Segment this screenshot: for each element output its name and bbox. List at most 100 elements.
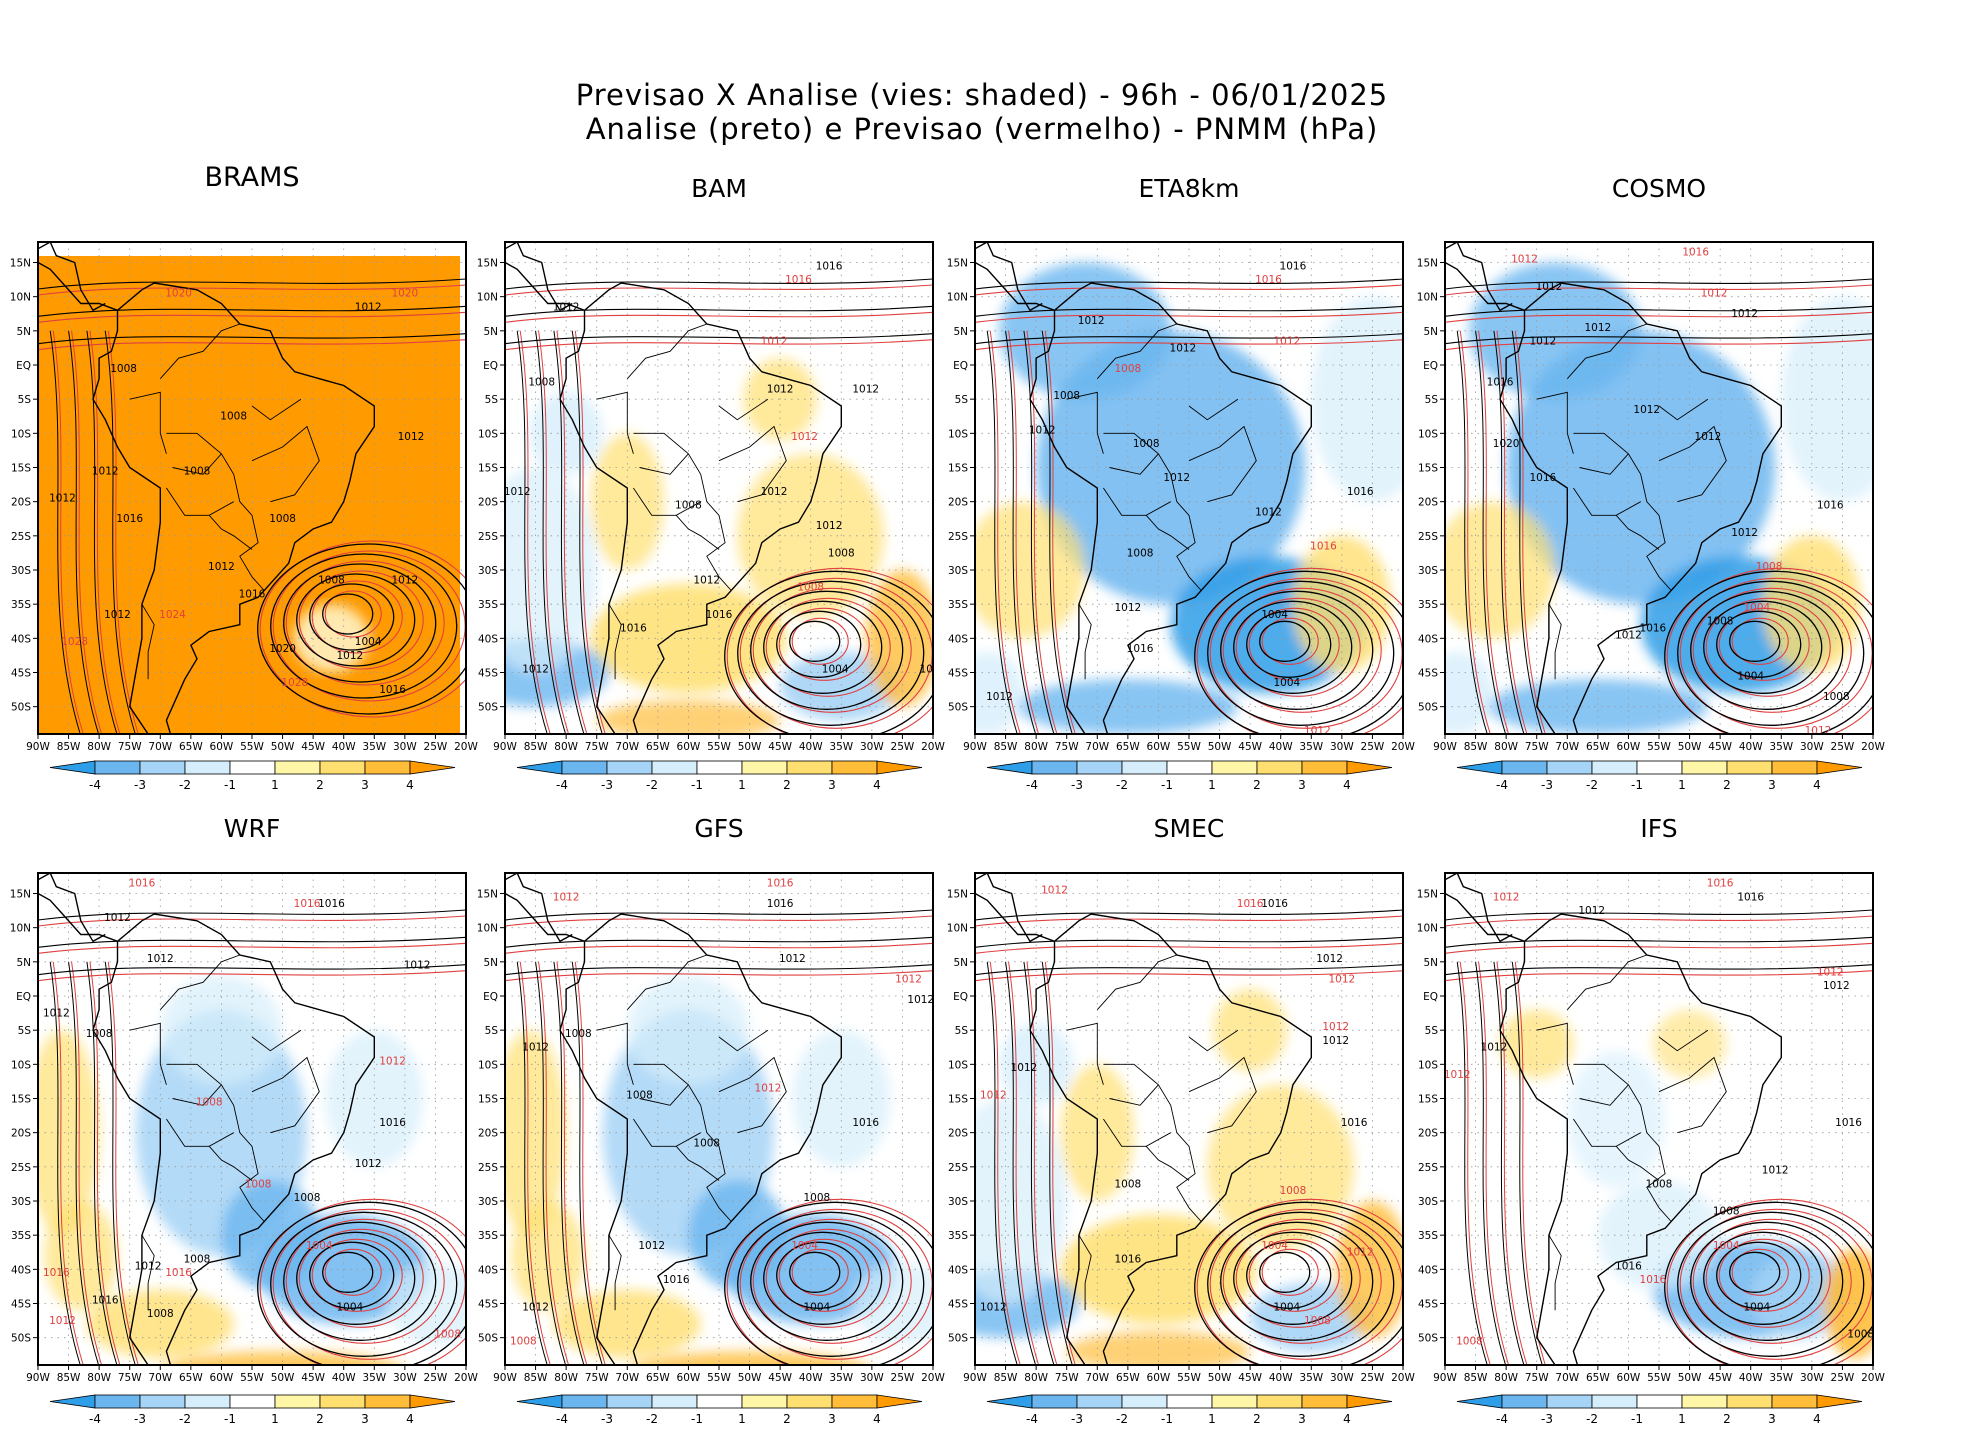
- contour-label: 1012: [522, 664, 549, 676]
- colorbar-segment: [1501, 760, 1547, 775]
- y-tick-label: 50S: [11, 702, 31, 714]
- forecast-isobar: [1718, 1238, 1810, 1312]
- colorbar-segment: [831, 1394, 877, 1409]
- country-border: [1109, 453, 1159, 475]
- analysis-isobar: [535, 330, 567, 734]
- contour-label: 1016: [767, 898, 794, 910]
- x-tick-label: 60W: [1147, 1372, 1171, 1384]
- colorbar-segment: [561, 1394, 607, 1409]
- forecast-isobar: [38, 970, 466, 982]
- y-tick-label: 30S: [11, 1196, 31, 1208]
- forecast-isobar: [765, 1228, 891, 1328]
- x-tick-label: 45W: [768, 1372, 792, 1384]
- analysis-isobar: [737, 580, 925, 726]
- contour-label: 1012: [907, 994, 934, 1006]
- y-tick-label: 15N: [477, 258, 498, 270]
- contour-label: 1012: [522, 1042, 549, 1054]
- country-border: [141, 1234, 155, 1311]
- y-tick-label: 45S: [11, 1299, 31, 1311]
- y-tick-label: 20S: [11, 497, 31, 509]
- forecast-isobar: [505, 311, 933, 323]
- y-tick-label: 40S: [478, 633, 498, 645]
- forecast-isobar: [752, 1218, 912, 1344]
- colorbar-label: -2: [646, 1412, 658, 1426]
- analysis-isobar: [1445, 909, 1873, 921]
- analysis-isobar: [505, 278, 933, 290]
- y-tick-label: 25S: [1418, 531, 1438, 543]
- x-tick-label: 35W: [1299, 1372, 1323, 1384]
- y-tick-label: 25S: [1418, 1162, 1438, 1174]
- colorbar-segment: [1301, 1394, 1347, 1409]
- x-tick-label: 30W: [860, 741, 884, 753]
- contour-label: 1012: [1615, 629, 1642, 641]
- forecast-isobar: [71, 330, 103, 734]
- forecast-isobar: [1026, 961, 1058, 1365]
- contour-label: 1012: [1041, 885, 1068, 897]
- forecast-isobar: [1666, 1198, 1873, 1365]
- contour-label: 1024: [159, 609, 186, 621]
- y-tick-label: 35S: [478, 1230, 498, 1242]
- x-tick-label: 45W: [1708, 741, 1732, 753]
- panel-title: IFS: [1640, 814, 1678, 843]
- x-tick-label: 90W: [963, 1372, 987, 1384]
- y-tick-label: EQ: [483, 360, 498, 372]
- analysis-isobar: [1005, 961, 1037, 1365]
- forecast-isobar: [505, 284, 933, 296]
- analysis-isobar: [1475, 961, 1507, 1365]
- analysis-isobar: [975, 909, 1403, 921]
- forecast-isobar: [71, 961, 103, 1365]
- x-tick-label: 20W: [454, 741, 478, 753]
- analysis-isobar: [309, 583, 395, 651]
- colorbar-segment: [1211, 760, 1257, 775]
- analysis-isobar: [776, 1241, 862, 1309]
- colorbar-segment: [409, 1394, 455, 1409]
- y-tick-label: 15S: [11, 1094, 31, 1106]
- country-border: [1573, 1118, 1641, 1147]
- x-tick-label: 25W: [424, 1372, 448, 1384]
- contour-label: 1008: [86, 1028, 113, 1040]
- analysis-isobar: [1703, 600, 1823, 694]
- x-tick-label: 45W: [301, 1372, 325, 1384]
- contour-label: 1008: [245, 1178, 272, 1190]
- bias-blob: [1781, 296, 1873, 502]
- analysis-isobar: [789, 1251, 841, 1293]
- forecast-isobar: [1248, 1238, 1340, 1312]
- forecast-isobar: [1731, 1248, 1789, 1296]
- panel-title: SMEC: [1153, 814, 1225, 843]
- contour-label: 1012: [1255, 506, 1282, 518]
- bias-blob: [553, 1289, 701, 1359]
- forecast-isobar: [519, 961, 551, 1365]
- contour-label: 1012: [761, 336, 788, 348]
- y-tick-label: 5N: [1423, 957, 1438, 969]
- forecast-isobar: [1666, 567, 1873, 734]
- contour-label: 1016: [1280, 260, 1307, 272]
- x-tick-label: 50W: [1208, 741, 1232, 753]
- contour-label: 1028: [281, 677, 308, 689]
- forecast-isobar: [975, 942, 1403, 954]
- colorbar-segment: [139, 1394, 185, 1409]
- contour-label: 1012: [1322, 1035, 1349, 1047]
- y-tick-label: 45S: [478, 668, 498, 680]
- analysis-isobar: [1220, 590, 1374, 710]
- country-border: [251, 425, 320, 503]
- x-tick-label: 80W: [1494, 741, 1518, 753]
- x-tick-label: 80W: [554, 741, 578, 753]
- colorbar-label: -4: [89, 778, 101, 792]
- x-tick-label: 25W: [424, 741, 448, 753]
- country-border: [1658, 398, 1709, 421]
- country-border: [1615, 515, 1660, 550]
- contour-label: 1012: [49, 1315, 76, 1327]
- y-tick-label: 10S: [1418, 1059, 1438, 1071]
- analysis-isobar: [309, 1241, 395, 1309]
- analysis-isobar: [68, 330, 100, 734]
- y-tick-label: 30S: [948, 1196, 968, 1208]
- forecast-isobar: [1445, 339, 1873, 351]
- y-tick-label: EQ: [953, 360, 968, 372]
- bias-blob: [1750, 1255, 1849, 1338]
- analysis-isobar: [1445, 964, 1873, 976]
- x-tick-label: 90W: [493, 1372, 517, 1384]
- x-tick-label: 50W: [1678, 741, 1702, 753]
- contour-label: 1012: [355, 1158, 382, 1170]
- contour-label: 1012: [1823, 980, 1850, 992]
- colorbar-segment: [1076, 760, 1122, 775]
